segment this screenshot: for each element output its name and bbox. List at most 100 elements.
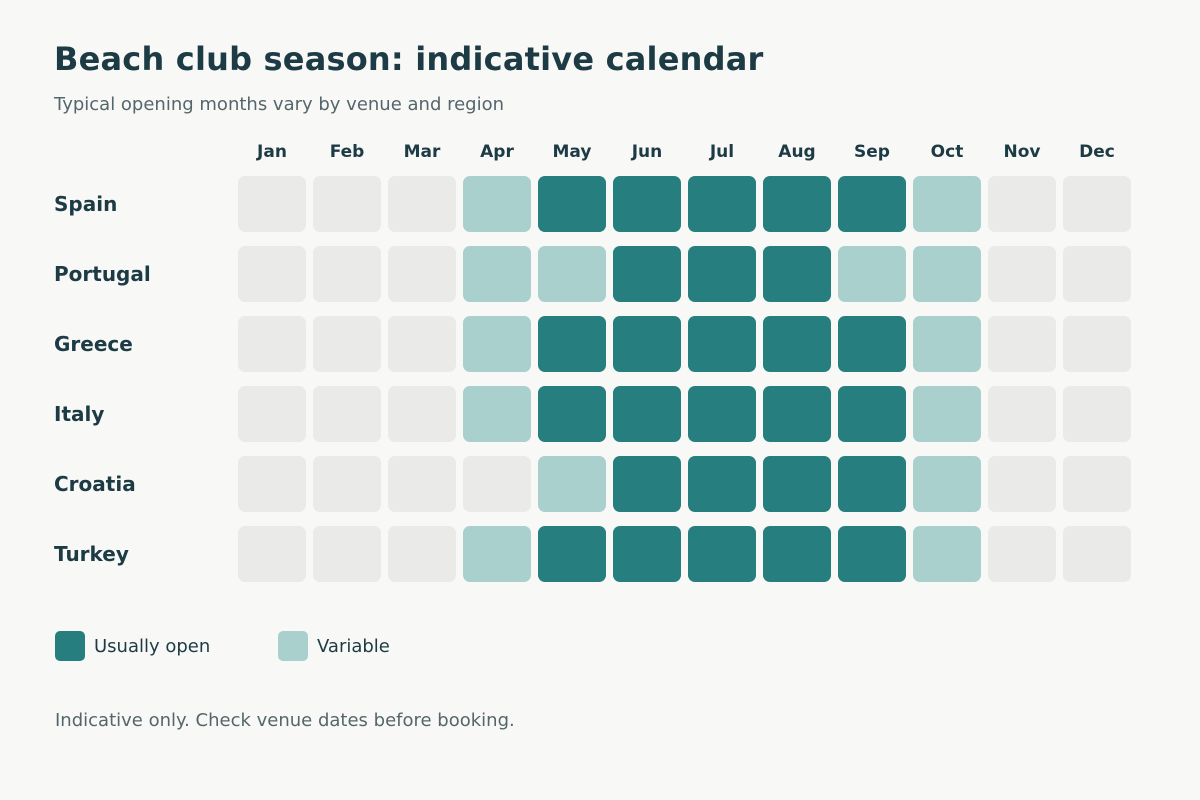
column-label-jun: Jun bbox=[631, 142, 663, 162]
legend-item-usually-open: Usually open bbox=[55, 631, 210, 661]
heatmap-cell-turkey-feb bbox=[313, 526, 381, 582]
row-label-greece: Greece bbox=[54, 332, 133, 356]
heatmap-cell-greece-apr bbox=[463, 316, 531, 372]
heatmap-cell-turkey-jul bbox=[688, 526, 756, 582]
legend-swatch-variable bbox=[278, 631, 308, 661]
heatmap-cell-croatia-aug bbox=[763, 456, 831, 512]
chart-title: Beach club season: indicative calendar bbox=[54, 40, 764, 78]
heatmap-cell-greece-feb bbox=[313, 316, 381, 372]
heatmap-cell-turkey-aug bbox=[763, 526, 831, 582]
heatmap-cell-greece-oct bbox=[913, 316, 981, 372]
row-label-spain: Spain bbox=[54, 192, 117, 216]
heatmap-cell-croatia-nov bbox=[988, 456, 1056, 512]
chart-footnote: Indicative only. Check venue dates befor… bbox=[55, 710, 515, 731]
row-label-croatia: Croatia bbox=[54, 472, 136, 496]
heatmap-cell-spain-mar bbox=[388, 176, 456, 232]
legend-item-variable: Variable bbox=[278, 631, 390, 661]
heatmap-cell-croatia-mar bbox=[388, 456, 456, 512]
heatmap-cell-greece-may bbox=[538, 316, 606, 372]
heatmap-cell-turkey-dec bbox=[1063, 526, 1131, 582]
heatmap-cell-greece-aug bbox=[763, 316, 831, 372]
heatmap-cell-croatia-may bbox=[538, 456, 606, 512]
heatmap-cell-turkey-jan bbox=[238, 526, 306, 582]
heatmap-cell-italy-aug bbox=[763, 386, 831, 442]
heatmap-cell-italy-sep bbox=[838, 386, 906, 442]
heatmap-cell-spain-aug bbox=[763, 176, 831, 232]
row-label-turkey: Turkey bbox=[54, 542, 129, 566]
heatmap-cell-turkey-nov bbox=[988, 526, 1056, 582]
heatmap-cell-portugal-jun bbox=[613, 246, 681, 302]
column-label-apr: Apr bbox=[480, 142, 514, 162]
column-label-nov: Nov bbox=[1004, 142, 1041, 162]
heatmap-cell-portugal-apr bbox=[463, 246, 531, 302]
legend-swatch-usually-open bbox=[55, 631, 85, 661]
heatmap-cell-croatia-oct bbox=[913, 456, 981, 512]
heatmap-cell-spain-nov bbox=[988, 176, 1056, 232]
heatmap-cell-spain-may bbox=[538, 176, 606, 232]
heatmap-cell-portugal-dec bbox=[1063, 246, 1131, 302]
column-label-feb: Feb bbox=[330, 142, 365, 162]
heatmap-cell-turkey-sep bbox=[838, 526, 906, 582]
heatmap-cell-italy-may bbox=[538, 386, 606, 442]
heatmap-cell-greece-jun bbox=[613, 316, 681, 372]
heatmap-cell-greece-nov bbox=[988, 316, 1056, 372]
heatmap-cell-croatia-dec bbox=[1063, 456, 1131, 512]
row-label-italy: Italy bbox=[54, 402, 104, 426]
heatmap-cell-greece-sep bbox=[838, 316, 906, 372]
heatmap-cell-croatia-sep bbox=[838, 456, 906, 512]
legend-label-usually-open: Usually open bbox=[94, 635, 211, 657]
heatmap-cell-italy-mar bbox=[388, 386, 456, 442]
heatmap-cell-spain-dec bbox=[1063, 176, 1131, 232]
heatmap-cell-greece-mar bbox=[388, 316, 456, 372]
heatmap-cell-spain-sep bbox=[838, 176, 906, 232]
heatmap-cell-italy-oct bbox=[913, 386, 981, 442]
column-label-aug: Aug bbox=[778, 142, 815, 162]
heatmap-cell-turkey-oct bbox=[913, 526, 981, 582]
heatmap-cell-italy-jun bbox=[613, 386, 681, 442]
column-label-jul: Jul bbox=[709, 142, 734, 162]
heatmap-cell-portugal-nov bbox=[988, 246, 1056, 302]
heatmap-cell-turkey-apr bbox=[463, 526, 531, 582]
heatmap-cell-turkey-mar bbox=[388, 526, 456, 582]
heatmap-cell-croatia-apr bbox=[463, 456, 531, 512]
row-label-portugal: Portugal bbox=[54, 262, 151, 286]
heatmap-cell-portugal-aug bbox=[763, 246, 831, 302]
heatmap-cell-portugal-feb bbox=[313, 246, 381, 302]
heatmap-cell-spain-jun bbox=[613, 176, 681, 232]
heatmap-cell-italy-apr bbox=[463, 386, 531, 442]
heatmap-cell-spain-apr bbox=[463, 176, 531, 232]
heatmap-cell-croatia-feb bbox=[313, 456, 381, 512]
heatmap-cell-italy-nov bbox=[988, 386, 1056, 442]
heatmap-cell-spain-jul bbox=[688, 176, 756, 232]
heatmap-cell-italy-jan bbox=[238, 386, 306, 442]
column-label-may: May bbox=[553, 142, 592, 162]
heatmap-cell-italy-dec bbox=[1063, 386, 1131, 442]
heatmap-cell-turkey-may bbox=[538, 526, 606, 582]
heatmap-cell-croatia-jan bbox=[238, 456, 306, 512]
legend-label-variable: Variable bbox=[317, 635, 390, 657]
heatmap-cell-italy-feb bbox=[313, 386, 381, 442]
heatmap-cell-portugal-may bbox=[538, 246, 606, 302]
heatmap-cell-portugal-mar bbox=[388, 246, 456, 302]
heatmap-cell-spain-oct bbox=[913, 176, 981, 232]
heatmap-cell-portugal-jan bbox=[238, 246, 306, 302]
heatmap-cell-greece-jul bbox=[688, 316, 756, 372]
heatmap-cell-spain-jan bbox=[238, 176, 306, 232]
heatmap-cell-portugal-sep bbox=[838, 246, 906, 302]
column-label-sep: Sep bbox=[854, 142, 890, 162]
column-label-mar: Mar bbox=[404, 142, 441, 162]
column-label-dec: Dec bbox=[1079, 142, 1115, 162]
heatmap-cell-croatia-jul bbox=[688, 456, 756, 512]
heatmap-cell-greece-jan bbox=[238, 316, 306, 372]
heatmap-cell-spain-feb bbox=[313, 176, 381, 232]
heatmap-cell-italy-jul bbox=[688, 386, 756, 442]
heatmap-cell-greece-dec bbox=[1063, 316, 1131, 372]
heatmap-cell-portugal-oct bbox=[913, 246, 981, 302]
chart-subtitle: Typical opening months vary by venue and… bbox=[54, 94, 505, 115]
heatmap-cell-croatia-jun bbox=[613, 456, 681, 512]
column-label-oct: Oct bbox=[931, 142, 964, 162]
column-label-jan: Jan bbox=[256, 142, 287, 162]
heatmap-cell-turkey-jun bbox=[613, 526, 681, 582]
heatmap-cell-portugal-jul bbox=[688, 246, 756, 302]
